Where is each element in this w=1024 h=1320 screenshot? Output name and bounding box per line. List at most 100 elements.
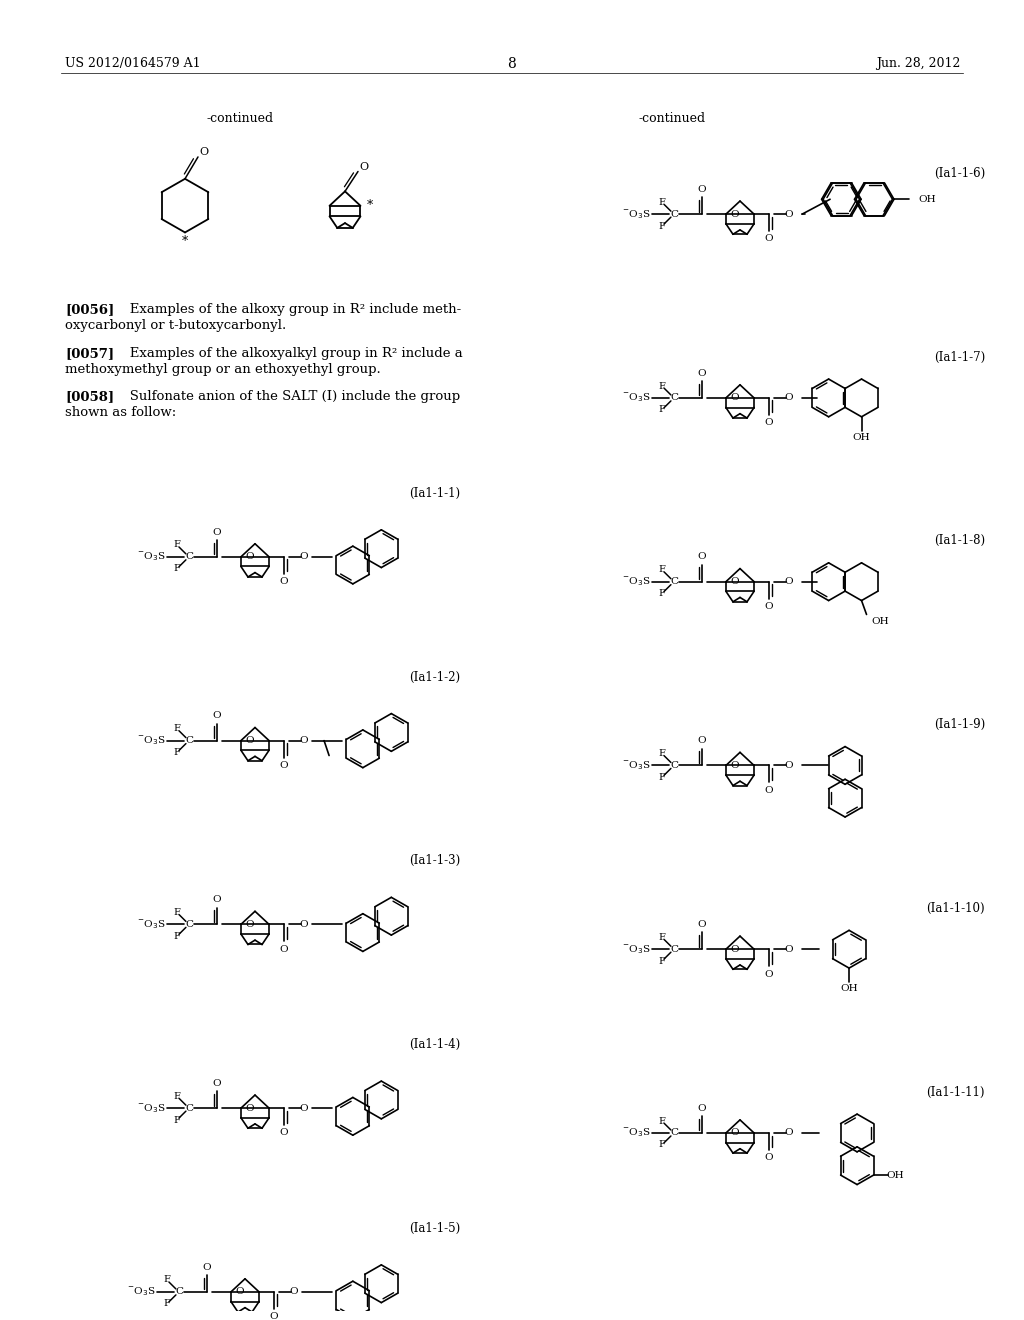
- Text: F: F: [658, 381, 666, 391]
- Text: (Ia1-1-10): (Ia1-1-10): [927, 902, 985, 915]
- Text: F: F: [658, 774, 666, 781]
- Text: F: F: [658, 589, 666, 598]
- Text: C: C: [185, 552, 193, 561]
- Text: oxycarbonyl or t-butoxycarbonyl.: oxycarbonyl or t-butoxycarbonyl.: [65, 319, 287, 331]
- Text: $^{-}$O$_3$S: $^{-}$O$_3$S: [622, 576, 650, 589]
- Text: O: O: [290, 1287, 298, 1296]
- Text: O: O: [213, 711, 221, 721]
- Text: C: C: [175, 1287, 183, 1296]
- Text: O: O: [784, 210, 794, 219]
- Text: O: O: [784, 393, 794, 403]
- Text: F: F: [658, 1140, 666, 1150]
- Text: F: F: [658, 933, 666, 941]
- Text: -continued: -continued: [207, 112, 273, 125]
- Text: OH: OH: [887, 1171, 904, 1180]
- Text: O: O: [765, 785, 773, 795]
- Text: O: O: [784, 945, 794, 954]
- Text: (Ia1-1-8): (Ia1-1-8): [934, 535, 985, 548]
- Text: (Ia1-1-1): (Ia1-1-1): [409, 487, 460, 500]
- Text: O: O: [245, 737, 254, 744]
- Text: Sulfonate anion of the SALT (I) include the group: Sulfonate anion of the SALT (I) include …: [117, 391, 460, 404]
- Text: (Ia1-1-2): (Ia1-1-2): [409, 671, 460, 684]
- Text: O: O: [765, 970, 773, 978]
- Text: O: O: [245, 552, 254, 561]
- Text: C: C: [185, 1104, 193, 1113]
- Text: O: O: [784, 577, 794, 586]
- Text: O: O: [300, 737, 308, 744]
- Text: (Ia1-1-3): (Ia1-1-3): [409, 854, 460, 867]
- Text: OH: OH: [918, 195, 936, 203]
- Text: [0056]: [0056]: [65, 304, 115, 315]
- Text: F: F: [658, 565, 666, 574]
- Text: O: O: [280, 945, 289, 954]
- Text: US 2012/0164579 A1: US 2012/0164579 A1: [65, 57, 201, 70]
- Text: (Ia1-1-11): (Ia1-1-11): [927, 1086, 985, 1098]
- Text: O: O: [784, 760, 794, 770]
- Text: F: F: [173, 908, 180, 917]
- Text: (Ia1-1-4): (Ia1-1-4): [409, 1038, 460, 1051]
- Text: F: F: [164, 1299, 170, 1308]
- Text: O: O: [784, 1129, 794, 1138]
- Text: *: *: [367, 199, 373, 213]
- Text: F: F: [658, 198, 666, 207]
- Text: C: C: [670, 210, 678, 219]
- Text: $^{-}$O$_3$S: $^{-}$O$_3$S: [622, 942, 650, 956]
- Text: $^{-}$O$_3$S: $^{-}$O$_3$S: [136, 734, 165, 747]
- Text: O: O: [730, 393, 738, 403]
- Text: F: F: [173, 540, 180, 549]
- Text: OH: OH: [853, 433, 870, 442]
- Text: (Ia1-1-6): (Ia1-1-6): [934, 166, 985, 180]
- Text: O: O: [280, 760, 289, 770]
- Text: O: O: [280, 577, 289, 586]
- Text: C: C: [670, 577, 678, 586]
- Text: F: F: [658, 1117, 666, 1126]
- Text: O: O: [245, 1104, 254, 1113]
- Text: OH: OH: [871, 616, 889, 626]
- Text: C: C: [670, 760, 678, 770]
- Text: [0058]: [0058]: [65, 391, 114, 404]
- Text: $^{-}$O$_3$S: $^{-}$O$_3$S: [622, 207, 650, 220]
- Text: (Ia1-1-9): (Ia1-1-9): [934, 718, 985, 731]
- Text: O: O: [300, 552, 308, 561]
- Text: O: O: [765, 418, 773, 428]
- Text: C: C: [185, 737, 193, 744]
- Text: $^{-}$O$_3$S: $^{-}$O$_3$S: [127, 1286, 155, 1299]
- Text: O: O: [730, 945, 738, 954]
- Text: F: F: [658, 222, 666, 231]
- Text: $^{-}$O$_3$S: $^{-}$O$_3$S: [622, 392, 650, 404]
- Text: O: O: [697, 920, 707, 929]
- Text: O: O: [200, 147, 209, 157]
- Text: C: C: [185, 920, 193, 929]
- Text: Jun. 28, 2012: Jun. 28, 2012: [876, 57, 961, 70]
- Text: O: O: [765, 235, 773, 243]
- Text: $^{-}$O$_3$S: $^{-}$O$_3$S: [622, 759, 650, 772]
- Text: O: O: [269, 1312, 279, 1320]
- Text: O: O: [697, 185, 707, 194]
- Text: F: F: [173, 1092, 180, 1101]
- Text: $^{-}$O$_3$S: $^{-}$O$_3$S: [136, 917, 165, 931]
- Text: (Ia1-1-7): (Ia1-1-7): [934, 351, 985, 363]
- Text: O: O: [300, 1104, 308, 1113]
- Text: O: O: [730, 1129, 738, 1138]
- Text: F: F: [164, 1275, 170, 1284]
- Text: O: O: [359, 161, 369, 172]
- Text: F: F: [173, 1115, 180, 1125]
- Text: Examples of the alkoxy group in R² include meth-: Examples of the alkoxy group in R² inclu…: [117, 304, 461, 315]
- Text: O: O: [697, 1104, 707, 1113]
- Text: (Ia1-1-5): (Ia1-1-5): [409, 1222, 460, 1234]
- Text: O: O: [213, 1078, 221, 1088]
- Text: C: C: [670, 1129, 678, 1138]
- Text: $^{-}$O$_3$S: $^{-}$O$_3$S: [622, 1126, 650, 1139]
- Text: $^{-}$O$_3$S: $^{-}$O$_3$S: [136, 550, 165, 564]
- Text: O: O: [280, 1129, 289, 1138]
- Text: F: F: [658, 405, 666, 414]
- Text: Examples of the alkoxyalkyl group in R² include a: Examples of the alkoxyalkyl group in R² …: [117, 347, 463, 359]
- Text: F: F: [173, 564, 180, 573]
- Text: O: O: [213, 895, 221, 904]
- Text: $^{-}$O$_3$S: $^{-}$O$_3$S: [136, 1102, 165, 1114]
- Text: shown as follow:: shown as follow:: [65, 407, 176, 420]
- Text: O: O: [730, 210, 738, 219]
- Text: O: O: [697, 737, 707, 744]
- Text: F: F: [173, 932, 180, 941]
- Text: O: O: [697, 552, 707, 561]
